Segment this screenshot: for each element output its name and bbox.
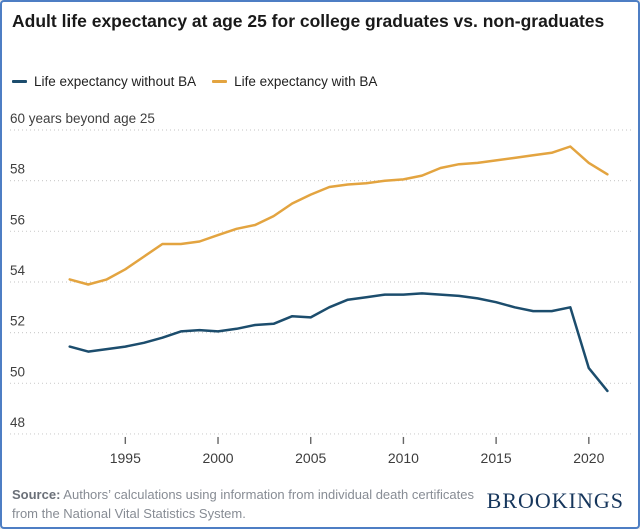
footer: Source: Authors’ calculations using info… (12, 486, 628, 524)
legend: Life expectancy without BA Life expectan… (12, 74, 377, 89)
legend-label-without-ba: Life expectancy without BA (34, 74, 197, 89)
y-tick-label-54: 54 (10, 263, 26, 278)
y-tick-label-52: 52 (10, 314, 25, 329)
y-tick-label-60: 60 years beyond age 25 (10, 112, 155, 126)
x-tick-label-2020: 2020 (573, 450, 604, 466)
legend-swatch-with-ba-icon (212, 80, 228, 83)
source-label: Source: (12, 487, 61, 502)
page-title: Adult life expectancy at age 25 for coll… (12, 11, 605, 31)
series-line-with-ba (68, 145, 609, 286)
legend-label-with-ba: Life expectancy with BA (234, 74, 378, 89)
legend-item-without-ba: Life expectancy without BA (12, 74, 196, 89)
source-text: Authors’ calculations using information … (12, 487, 474, 521)
legend-swatch-without-ba-icon (12, 80, 27, 83)
x-tick-label-2000: 2000 (202, 450, 233, 466)
brookings-logo: BROOKINGS (486, 488, 624, 513)
x-tick-label-2015: 2015 (481, 450, 512, 466)
source-note: Source: Authors’ calculations using info… (12, 486, 474, 524)
x-tick-label-1995: 1995 (110, 450, 141, 466)
series-line-without-ba (68, 292, 609, 393)
y-tick-label-56: 56 (10, 212, 25, 227)
y-tick-label-58: 58 (10, 162, 25, 177)
y-tick-label-50: 50 (10, 364, 25, 379)
x-tick-label-2005: 2005 (295, 450, 326, 466)
y-tick-label-48: 48 (10, 415, 25, 430)
x-tick-label-2010: 2010 (388, 450, 419, 466)
legend-item-with-ba: Life expectancy with BA (212, 74, 377, 89)
chart-canvas: 60 years beyond age 25 58 56 54 52 50 48 1995 20… (10, 112, 634, 466)
